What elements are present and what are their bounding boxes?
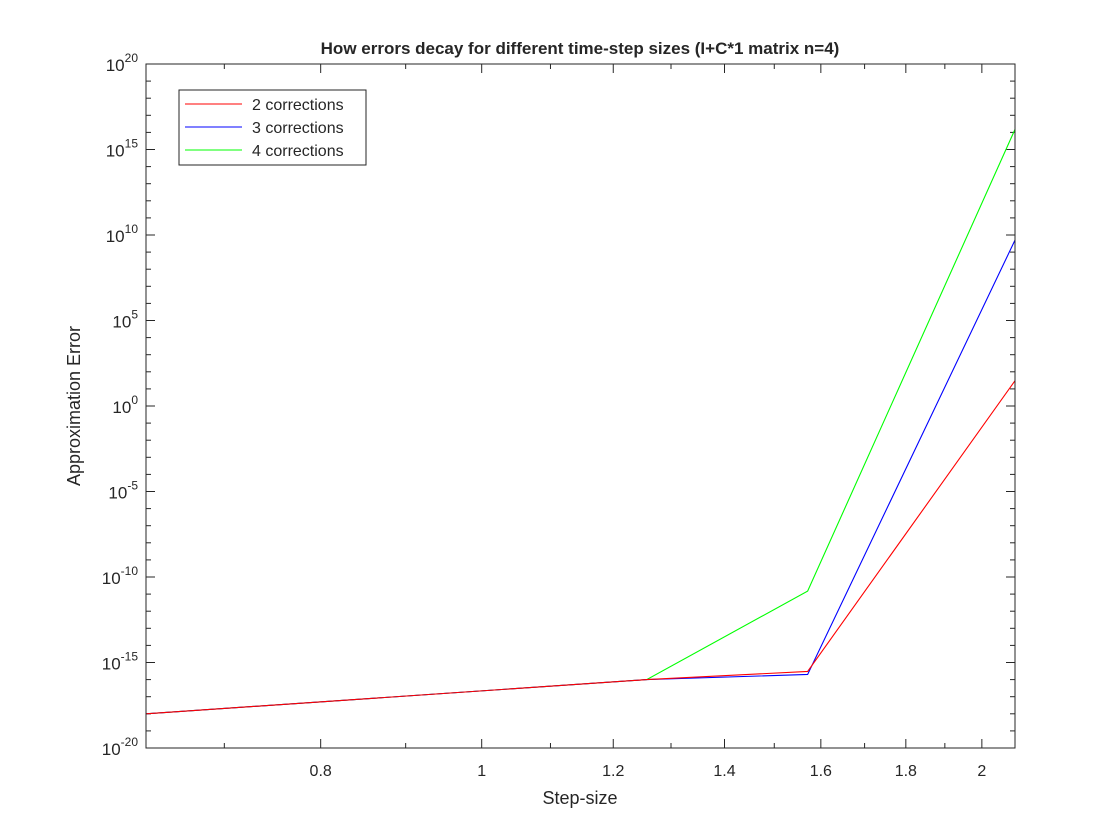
x-tick-label: 1	[477, 763, 486, 780]
series-line-2-corrections	[145, 380, 1016, 715]
y-tick-label: 1010	[106, 222, 139, 246]
y-tick-label: 1020	[106, 51, 139, 75]
y-tick-label: 1015	[106, 137, 139, 161]
y-axis-label: Approximation Error	[64, 326, 84, 486]
legend-label: 4 corrections	[252, 143, 344, 160]
legend-label: 2 corrections	[252, 97, 344, 114]
x-tick-label: 1.6	[810, 763, 832, 780]
x-tick-label: 0.8	[310, 763, 332, 780]
plot-area	[146, 64, 1015, 748]
x-axis-label: Step-size	[542, 788, 617, 808]
series-lines	[145, 129, 1016, 715]
y-tick-label: 100	[112, 393, 138, 417]
y-tick-label: 105	[112, 308, 138, 332]
x-tick-label: 1.8	[895, 763, 917, 780]
x-tick-label: 2	[977, 763, 986, 780]
x-tick-label: 1.2	[602, 763, 624, 780]
x-tick-label: 1.4	[713, 763, 735, 780]
plot-frame	[145, 63, 1016, 749]
x-axis-ticks: 0.8 1 1.2 1.4 1.6 1.8 2	[310, 64, 986, 780]
legend-label: 3 corrections	[252, 120, 344, 137]
y-tick-label: 10-20	[102, 735, 139, 759]
legend[interactable]: 2 corrections 3 corrections 4 corrections	[178, 89, 367, 166]
chart-title: How errors decay for different time-step…	[321, 39, 840, 58]
y-tick-label: 10-15	[102, 650, 139, 674]
y-tick-label: 10-10	[102, 564, 139, 588]
y-minor-ticks	[146, 80, 1015, 732]
y-axis-ticks: 10-20 10-15 10-10 10-5 100 105 1010 1015 1020	[102, 51, 1015, 759]
y-tick-label: 10-5	[108, 479, 138, 503]
x-minor-ticks	[223, 64, 946, 748]
